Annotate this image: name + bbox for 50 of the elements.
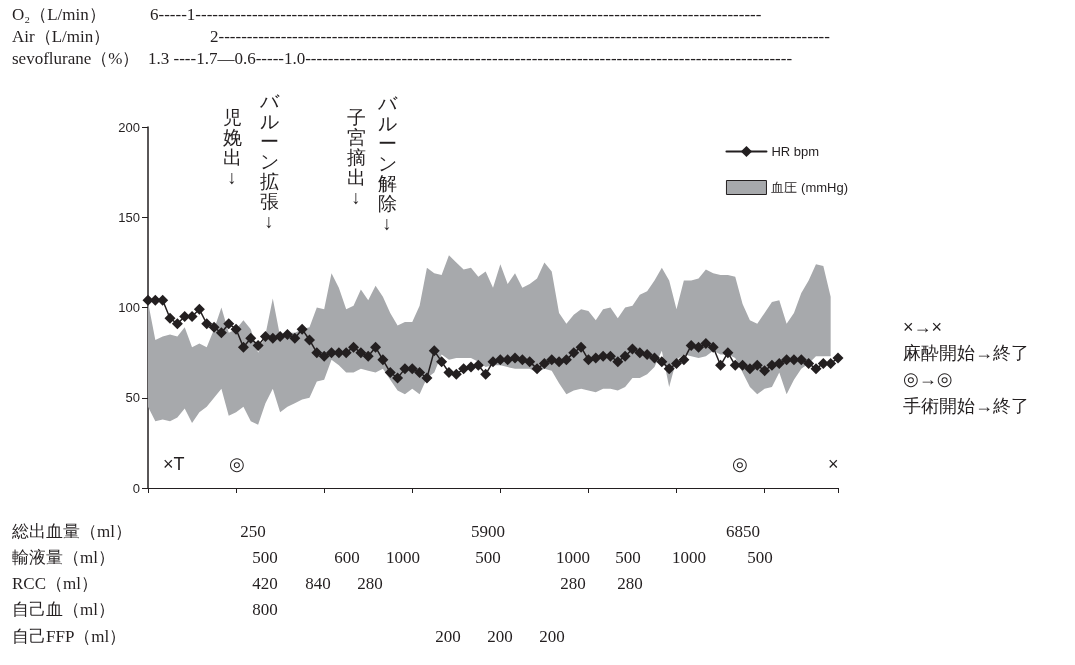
text: 2------------------------------------------------------------------------------------------------------------ (210, 27, 830, 46)
text: 500 (615, 548, 641, 567)
text: 6-----1---------------------------------------------------------------------------------------------------- (150, 5, 762, 24)
annotation: 児娩出↓ (221, 107, 243, 188)
text: 総出血量（ml） (12, 522, 132, 541)
text: 600 (334, 548, 360, 567)
text: 420 (252, 574, 278, 593)
text: 麻酔開始→終了 (903, 343, 1029, 363)
text: sevoflurane（%） (12, 49, 140, 68)
annotation: ◎ (229, 454, 245, 474)
annotation: 子宮摘出↓ (345, 107, 367, 208)
text: 1000 (556, 548, 590, 567)
text: RCC（ml） (12, 574, 98, 593)
text: 5900 (471, 522, 505, 541)
text: 280 (357, 574, 383, 593)
annotation: バルーン解除↓ (376, 93, 398, 234)
annotation: ◎ (732, 454, 748, 474)
text: 500 (252, 548, 278, 567)
text: 250 (240, 522, 266, 541)
annotation: バルーン拡張↓ (258, 91, 280, 232)
text: 800 (252, 600, 278, 619)
text: 1.3 ----1.7—0.6-----1.0-------------------------------------------------------------------------------------- (148, 49, 793, 68)
text: 輸液量（ml） (12, 548, 115, 567)
y-tick-label: 0 (132, 480, 140, 496)
text: 自己FFP（ml） (12, 627, 127, 646)
text: ×→× (903, 317, 943, 337)
legend-label: HR bpm (771, 144, 820, 159)
text: 1000 (386, 548, 420, 567)
text: ◎→◎ (903, 369, 953, 389)
text: 自己血（ml） (12, 600, 115, 619)
text: 500 (747, 548, 773, 567)
y-tick-label: 200 (118, 119, 140, 135)
y-tick-label: 150 (118, 209, 140, 225)
annotation: × (828, 454, 839, 474)
text: Air（L/min） (12, 27, 111, 46)
y-tick-label: 50 (125, 390, 140, 406)
text: O₂（L/min） (12, 5, 106, 24)
text: 200 (487, 627, 513, 646)
text: 1000 (672, 548, 706, 567)
legend-label: 血圧 (mmHg) (771, 180, 848, 195)
text: 200 (539, 627, 565, 646)
text: 500 (475, 548, 501, 567)
text: 280 (560, 574, 586, 593)
text: 840 (305, 574, 331, 593)
text: 280 (617, 574, 643, 593)
y-tick-label: 100 (118, 300, 140, 315)
text: 6850 (726, 522, 760, 541)
text: 200 (435, 627, 461, 646)
annotation: ×T (163, 454, 185, 474)
text: 手術開始→終了 (903, 396, 1029, 416)
